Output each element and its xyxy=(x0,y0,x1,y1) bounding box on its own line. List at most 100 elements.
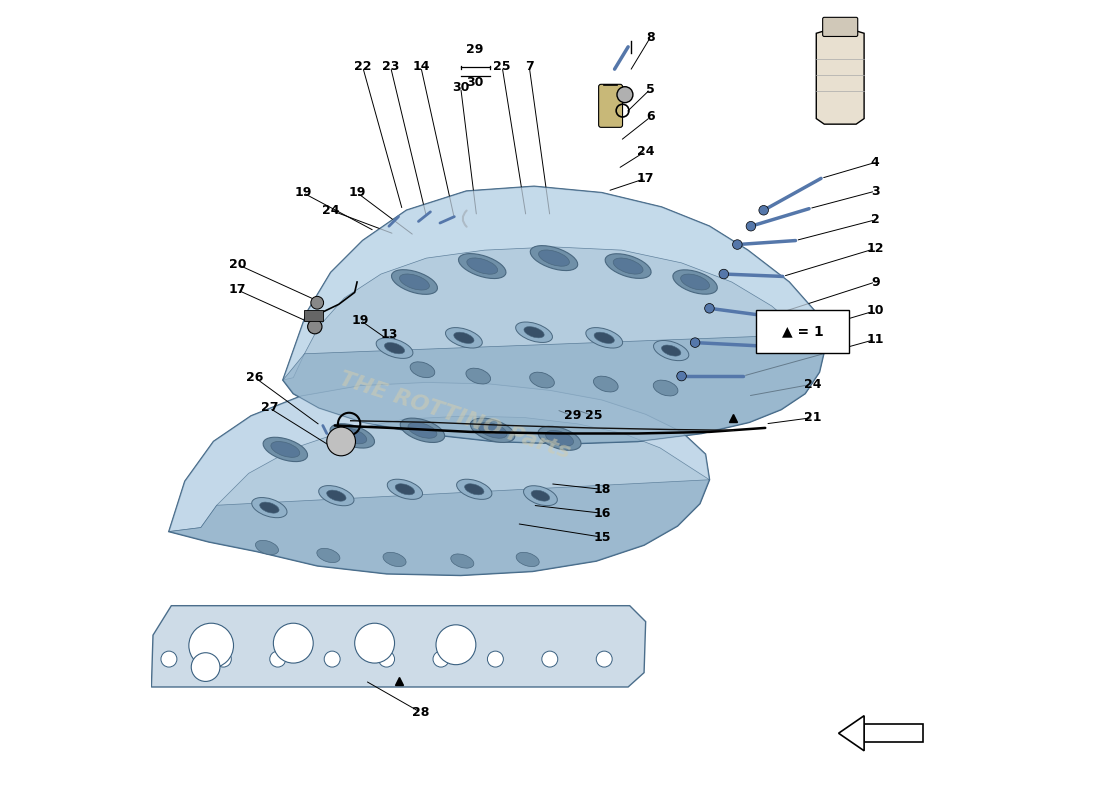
Ellipse shape xyxy=(319,486,354,506)
Polygon shape xyxy=(283,186,825,380)
Ellipse shape xyxy=(524,326,544,338)
Ellipse shape xyxy=(387,479,422,499)
Text: 25: 25 xyxy=(585,410,603,422)
Text: 28: 28 xyxy=(412,706,429,719)
Text: 16: 16 xyxy=(593,506,611,520)
Ellipse shape xyxy=(594,376,618,392)
Ellipse shape xyxy=(384,342,405,354)
Circle shape xyxy=(719,270,728,279)
Ellipse shape xyxy=(317,548,340,562)
Circle shape xyxy=(436,625,476,665)
Text: 19: 19 xyxy=(294,186,311,199)
Ellipse shape xyxy=(530,246,578,270)
Ellipse shape xyxy=(408,422,437,438)
Text: 24: 24 xyxy=(637,145,654,158)
Ellipse shape xyxy=(613,258,644,274)
Ellipse shape xyxy=(392,270,438,294)
Text: 27: 27 xyxy=(261,402,278,414)
Text: 20: 20 xyxy=(229,258,246,271)
Circle shape xyxy=(433,651,449,667)
Text: 17: 17 xyxy=(229,283,246,297)
Ellipse shape xyxy=(673,270,717,294)
Ellipse shape xyxy=(466,258,497,274)
Circle shape xyxy=(733,240,742,250)
Circle shape xyxy=(274,623,313,663)
Text: 18: 18 xyxy=(593,482,611,496)
Text: 6: 6 xyxy=(646,110,654,123)
Text: 26: 26 xyxy=(246,371,264,384)
Ellipse shape xyxy=(383,552,406,566)
FancyBboxPatch shape xyxy=(598,84,623,127)
Ellipse shape xyxy=(681,274,710,290)
Polygon shape xyxy=(169,480,710,575)
Ellipse shape xyxy=(454,332,474,343)
Circle shape xyxy=(327,427,355,456)
Circle shape xyxy=(161,651,177,667)
Text: 30: 30 xyxy=(452,81,470,94)
Circle shape xyxy=(311,296,323,309)
Text: 10: 10 xyxy=(867,304,884,318)
Text: 24: 24 xyxy=(804,378,822,390)
Ellipse shape xyxy=(395,484,415,495)
Ellipse shape xyxy=(661,345,681,356)
Ellipse shape xyxy=(376,338,412,358)
Circle shape xyxy=(270,651,286,667)
Text: 15: 15 xyxy=(593,530,611,544)
Text: 9: 9 xyxy=(871,275,880,289)
Text: 29: 29 xyxy=(466,43,484,56)
Ellipse shape xyxy=(466,368,491,384)
Text: 19: 19 xyxy=(349,186,366,199)
Circle shape xyxy=(676,371,686,381)
Text: 17: 17 xyxy=(637,172,654,185)
Ellipse shape xyxy=(271,442,300,458)
Text: 21: 21 xyxy=(804,411,822,424)
FancyBboxPatch shape xyxy=(757,310,849,353)
Ellipse shape xyxy=(464,484,484,495)
Circle shape xyxy=(189,623,233,668)
Text: 12: 12 xyxy=(867,242,884,255)
Circle shape xyxy=(308,319,322,334)
Circle shape xyxy=(354,623,395,663)
Ellipse shape xyxy=(446,327,482,348)
Ellipse shape xyxy=(653,380,678,396)
Circle shape xyxy=(596,651,613,667)
Text: 3: 3 xyxy=(871,185,880,198)
Ellipse shape xyxy=(530,372,554,388)
FancyBboxPatch shape xyxy=(823,18,858,37)
Text: 19: 19 xyxy=(352,314,368,326)
Circle shape xyxy=(617,86,632,102)
Ellipse shape xyxy=(338,428,366,444)
Ellipse shape xyxy=(594,332,614,343)
Ellipse shape xyxy=(586,327,623,348)
Ellipse shape xyxy=(400,418,444,442)
Circle shape xyxy=(324,651,340,667)
Text: 29: 29 xyxy=(563,410,581,422)
Ellipse shape xyxy=(516,552,539,566)
Ellipse shape xyxy=(538,426,581,450)
Ellipse shape xyxy=(330,424,374,448)
Polygon shape xyxy=(816,31,865,124)
Text: 14: 14 xyxy=(412,60,430,74)
Polygon shape xyxy=(169,382,710,531)
Circle shape xyxy=(216,651,231,667)
Circle shape xyxy=(191,653,220,682)
Ellipse shape xyxy=(456,479,492,499)
Text: 11: 11 xyxy=(867,333,884,346)
Ellipse shape xyxy=(531,490,550,501)
Polygon shape xyxy=(838,716,865,750)
Circle shape xyxy=(705,303,714,313)
Ellipse shape xyxy=(605,254,651,278)
Ellipse shape xyxy=(263,438,308,462)
Ellipse shape xyxy=(459,254,506,278)
Text: 7: 7 xyxy=(525,60,533,74)
Ellipse shape xyxy=(524,486,558,506)
Text: 23: 23 xyxy=(382,60,399,74)
FancyBboxPatch shape xyxy=(304,310,322,321)
Text: 5: 5 xyxy=(646,82,654,95)
Text: 8: 8 xyxy=(646,30,654,44)
Ellipse shape xyxy=(471,418,515,442)
Ellipse shape xyxy=(546,430,573,446)
Polygon shape xyxy=(283,186,825,444)
Ellipse shape xyxy=(255,540,278,554)
Ellipse shape xyxy=(399,274,429,290)
